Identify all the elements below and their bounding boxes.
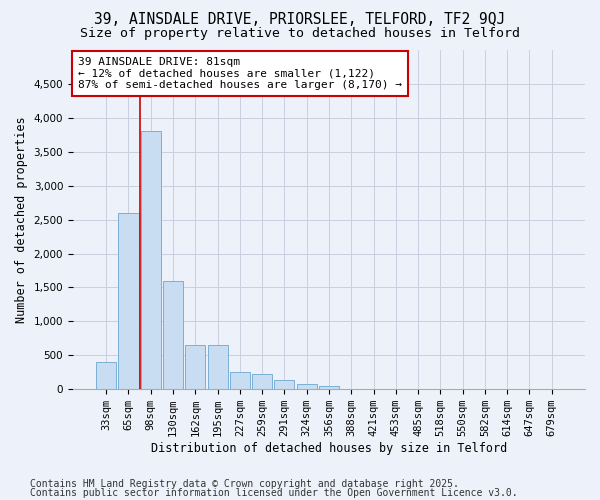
Bar <box>230 372 250 389</box>
Text: Contains HM Land Registry data © Crown copyright and database right 2025.: Contains HM Land Registry data © Crown c… <box>30 479 459 489</box>
Y-axis label: Number of detached properties: Number of detached properties <box>15 116 28 323</box>
Text: 39 AINSDALE DRIVE: 81sqm
← 12% of detached houses are smaller (1,122)
87% of sem: 39 AINSDALE DRIVE: 81sqm ← 12% of detach… <box>78 57 402 90</box>
Bar <box>163 280 183 389</box>
Bar <box>274 380 295 389</box>
Bar <box>208 345 227 389</box>
Bar <box>141 132 161 389</box>
X-axis label: Distribution of detached houses by size in Telford: Distribution of detached houses by size … <box>151 442 507 455</box>
Bar <box>118 213 139 389</box>
Bar <box>252 374 272 389</box>
Bar <box>296 384 317 389</box>
Bar <box>185 345 205 389</box>
Text: Contains public sector information licensed under the Open Government Licence v3: Contains public sector information licen… <box>30 488 518 498</box>
Bar <box>96 362 116 389</box>
Text: 39, AINSDALE DRIVE, PRIORSLEE, TELFORD, TF2 9QJ: 39, AINSDALE DRIVE, PRIORSLEE, TELFORD, … <box>94 12 506 28</box>
Text: Size of property relative to detached houses in Telford: Size of property relative to detached ho… <box>80 28 520 40</box>
Bar <box>319 386 339 389</box>
